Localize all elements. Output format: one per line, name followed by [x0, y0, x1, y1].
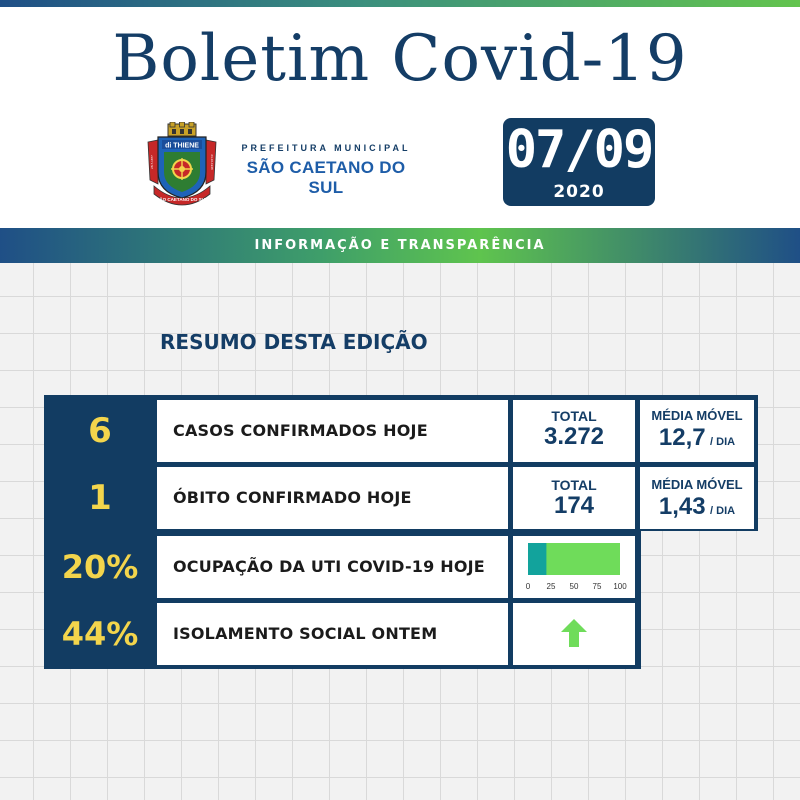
date-badge: 07/09 2020 — [503, 118, 655, 206]
date-year: 2020 — [553, 182, 605, 202]
deaths-media-label: MÉDIA MÓVEL — [651, 477, 743, 492]
cases-today-number: 6 — [88, 411, 112, 451]
cases-media-label: MÉDIA MÓVEL — [651, 408, 743, 423]
icu-bar-cell: 0 25 50 75 100 — [513, 536, 635, 598]
summary-heading: RESUMO DESTA EDIÇÃO — [160, 330, 428, 354]
deaths-today-number: 1 — [88, 478, 112, 518]
icu-tick-label: 25 — [547, 582, 556, 591]
icu-bar-ticks: 0 25 50 75 100 — [526, 582, 627, 591]
deaths-total-label: TOTAL — [551, 477, 597, 493]
icu-bar-fill — [528, 543, 547, 575]
deaths-label: ÓBITO CONFIRMADO HOJE — [173, 488, 412, 507]
crest-date-left: 28-7-1877 — [150, 155, 154, 169]
icu-tick-label: 0 — [526, 582, 531, 591]
isolation-label: ISOLAMENTO SOCIAL ONTEM — [173, 624, 438, 643]
date-day-month: 07/09 — [505, 120, 655, 180]
icu-occupancy-number: 20% — [61, 548, 139, 586]
cases-media-cell: MÉDIA MÓVEL 12,7 / DIA — [640, 400, 754, 462]
cases-row: CASOS CONFIRMADOS HOJE — [157, 400, 508, 462]
cases-media-unit: / DIA — [710, 436, 736, 448]
crest-city-band: SÃO CAETANO DO SUL — [156, 196, 207, 202]
city-crest-icon: di THIENE SÃO CAETANO DO SUL 28-7-1877 2… — [147, 122, 217, 206]
prefeitura-label: PREFEITURA MUNICIPAL — [241, 143, 411, 153]
icu-label: OCUPAÇÃO DA UTI COVID-19 HOJE — [173, 557, 485, 576]
banner-text: INFORMAÇÃO E TRANSPARÊNCIA — [254, 238, 546, 253]
cases-media-value: 12,7 — [658, 424, 706, 451]
up-arrow-icon — [561, 619, 587, 647]
deaths-row: ÓBITO CONFIRMADO HOJE — [157, 467, 508, 529]
isolation-row: ISOLAMENTO SOCIAL ONTEM — [157, 603, 508, 665]
deaths-total-cell: TOTAL 174 — [513, 467, 635, 529]
deaths-media-cell: MÉDIA MÓVEL 1,43 / DIA — [640, 467, 754, 529]
cases-total-cell: TOTAL 3.272 — [513, 400, 635, 462]
isolation-number: 44% — [61, 615, 139, 653]
icu-tick-label: 75 — [593, 582, 602, 591]
deaths-media-value: 1,43 — [658, 493, 706, 520]
crest-date-right: 24-10-1948 — [210, 154, 214, 170]
icu-tick-label: 100 — [613, 582, 627, 591]
page-title: Boletim Covid-19 — [112, 22, 688, 96]
deaths-total-value: 174 — [553, 492, 595, 519]
icu-occupancy-bar: 0 25 50 75 100 — [526, 543, 627, 591]
cases-label: CASOS CONFIRMADOS HOJE — [173, 421, 428, 440]
icu-tick-label: 50 — [570, 582, 579, 591]
isolation-trend-cell — [513, 603, 635, 665]
info-banner: INFORMAÇÃO E TRANSPARÊNCIA — [0, 228, 800, 263]
cases-total-value: 3.272 — [543, 423, 605, 450]
city-name: SÃO CAETANO DO SUL — [246, 158, 406, 197]
crest-motto: di THIENE — [165, 143, 199, 150]
icu-row: OCUPAÇÃO DA UTI COVID-19 HOJE — [157, 536, 508, 598]
deaths-media-unit: / DIA — [710, 505, 736, 517]
cases-total-label: TOTAL — [551, 408, 597, 424]
top-gradient-bar — [0, 0, 800, 7]
